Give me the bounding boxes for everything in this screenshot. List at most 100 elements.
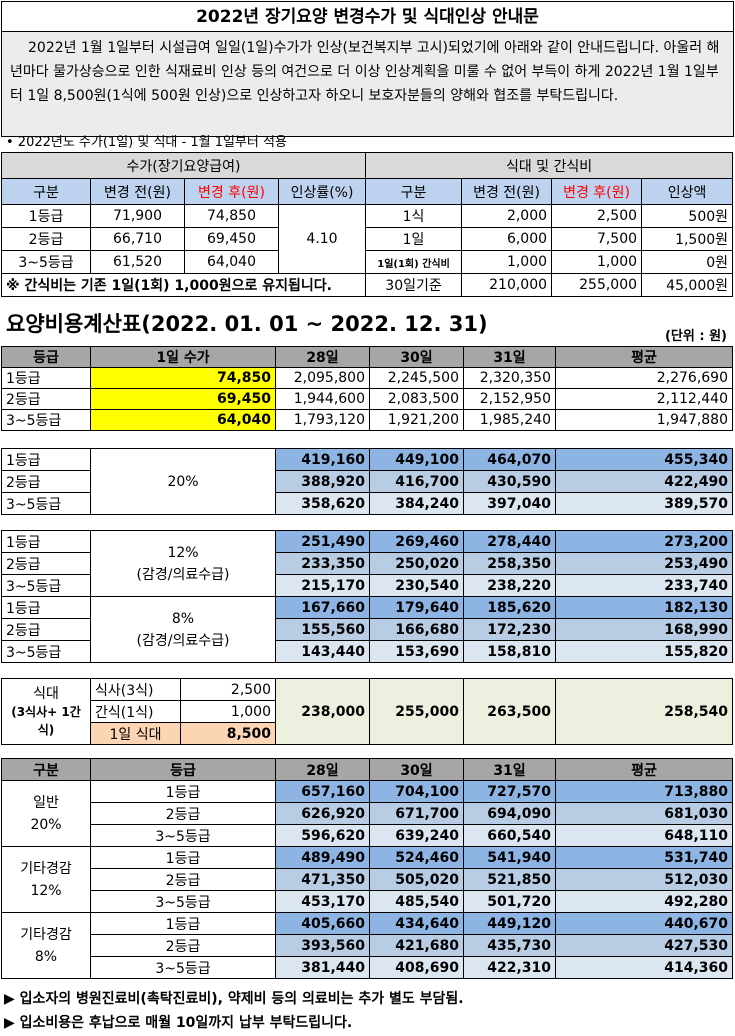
fee-cell: 210,000 bbox=[461, 273, 553, 297]
value-cell: 434,640 bbox=[369, 912, 464, 935]
fee-cell: 255,000 bbox=[551, 273, 643, 297]
value-cell: 422,490 bbox=[555, 470, 733, 493]
grade-cell: 3~5등급 bbox=[1, 574, 91, 597]
grade-cell: 3~5등급 bbox=[90, 890, 276, 913]
value-cell: 471,350 bbox=[275, 868, 370, 891]
value-cell: 2,276,690 bbox=[555, 367, 733, 389]
copay-12-8-table: 1등급 12% (감경/의료수급) 251,490 269,460 278,440… bbox=[1, 530, 733, 663]
fee-cell: 1일(1회) 간식비 bbox=[365, 250, 463, 274]
value-cell: 492,280 bbox=[555, 890, 733, 913]
rate-label-line: (감경/의료수급) bbox=[136, 632, 230, 649]
value-cell: 430,590 bbox=[463, 470, 556, 493]
fee-cell: 2,000 bbox=[461, 204, 553, 228]
value-cell: 2,083,500 bbox=[369, 388, 464, 410]
grade-cell: 3~5등급 bbox=[1, 492, 91, 515]
grade-cell: 2등급 bbox=[90, 868, 276, 891]
grade-cell: 2등급 bbox=[90, 802, 276, 825]
value-cell: 505,020 bbox=[369, 868, 464, 891]
value-cell: 2,095,800 bbox=[275, 367, 370, 389]
value-cell: 269,460 bbox=[369, 530, 464, 553]
value-cell: 449,120 bbox=[463, 912, 556, 935]
fee-cell: 66,710 bbox=[90, 227, 185, 251]
value-cell: 541,940 bbox=[463, 846, 556, 869]
fee-cell: 7,500 bbox=[551, 227, 643, 251]
value-cell: 660,540 bbox=[463, 824, 556, 847]
grade-cell: 1등급 bbox=[90, 780, 276, 803]
value-cell: 435,730 bbox=[463, 934, 556, 957]
rate-label: 12% (감경/의료수급) bbox=[90, 530, 276, 597]
value-cell: 485,540 bbox=[369, 890, 464, 913]
value-cell: 1,944,600 bbox=[275, 388, 370, 410]
value-cell: 233,740 bbox=[555, 574, 733, 597]
fee-cell: 69,450 bbox=[184, 227, 279, 251]
fee-cell: 2,500 bbox=[551, 204, 643, 228]
value-cell: 455,340 bbox=[555, 448, 733, 471]
meal-label-line: 식) bbox=[37, 722, 55, 737]
grade-cell: 2등급 bbox=[1, 552, 91, 575]
fee-header: 변경 후(원) bbox=[551, 178, 643, 205]
totals-header: 등급 bbox=[90, 758, 276, 781]
fee-rate: 4.10 bbox=[277, 204, 367, 274]
rate-label-line: (감경/의료수급) bbox=[136, 566, 230, 583]
calc-header: 1일 수가 bbox=[90, 346, 276, 368]
value-cell: 1,985,240 bbox=[463, 409, 556, 431]
value-cell: 250,020 bbox=[369, 552, 464, 575]
grade-cell: 2등급 bbox=[1, 470, 91, 493]
fee-cell: 6,000 bbox=[461, 227, 553, 251]
value-cell: 1,947,880 bbox=[555, 409, 733, 431]
value-cell: 358,620 bbox=[275, 492, 370, 515]
calc-header: 30일 bbox=[369, 346, 464, 368]
snack-note: ※ 간식비는 기존 1일(1회) 1,000원으로 유지됩니다. bbox=[0, 273, 367, 297]
grade-cell: 1등급 bbox=[1, 367, 91, 389]
value-cell: 168,990 bbox=[555, 618, 733, 641]
value-cell: 253,490 bbox=[555, 552, 733, 575]
value-cell: 727,570 bbox=[463, 780, 556, 803]
fee-header: 변경 전(원) bbox=[461, 178, 553, 205]
value-cell: 258,350 bbox=[463, 552, 556, 575]
fee-table: 수가(장기요양급여) 식대 및 간식비 구분 변경 전(원) 변경 후(원) 인… bbox=[0, 152, 734, 297]
fee-cell: 1,500원 bbox=[641, 227, 734, 251]
grade-cell: 3~5등급 bbox=[1, 640, 91, 663]
value-cell: 419,160 bbox=[275, 448, 370, 471]
copay-20-table: 1등급 20% 419,160 449,100 464,070 455,340 … bbox=[1, 448, 733, 515]
grade-cell: 3~5등급 bbox=[1, 409, 91, 431]
value-cell: 255,000 bbox=[369, 678, 464, 745]
value-cell: 389,570 bbox=[555, 492, 733, 515]
daily-fee-cell: 74,850 bbox=[90, 367, 276, 389]
value-cell: 422,310 bbox=[463, 956, 556, 979]
value-cell: 388,920 bbox=[275, 470, 370, 493]
value-cell: 273,200 bbox=[555, 530, 733, 553]
value-cell: 639,240 bbox=[369, 824, 464, 847]
group-label-line: 20% bbox=[30, 816, 62, 833]
value-cell: 153,690 bbox=[369, 640, 464, 663]
meal-price: 2,500 bbox=[180, 678, 276, 701]
footer-note-payment: ▶ 입소비용은 후납으로 매월 10일까지 납부 부탁드립니다. bbox=[4, 1015, 353, 1031]
fee-header: 인상률(%) bbox=[277, 178, 367, 205]
value-cell: 155,560 bbox=[275, 618, 370, 641]
value-cell: 489,490 bbox=[275, 846, 370, 869]
value-cell: 531,740 bbox=[555, 846, 733, 869]
value-cell: 393,560 bbox=[275, 934, 370, 957]
value-cell: 464,070 bbox=[463, 448, 556, 471]
calc-header: 평균 bbox=[555, 346, 733, 368]
fee-cell: 45,000원 bbox=[641, 273, 734, 297]
fee-cell: 1식 bbox=[365, 204, 463, 228]
value-cell: 453,170 bbox=[275, 890, 370, 913]
value-cell: 263,500 bbox=[463, 678, 556, 745]
daily-fee-cell: 69,450 bbox=[90, 388, 276, 410]
fee-right-group: 식대 및 간식비 bbox=[365, 152, 734, 179]
calc-header: 등급 bbox=[1, 346, 91, 368]
value-cell: 671,700 bbox=[369, 802, 464, 825]
group-label-line: 기타경감 bbox=[20, 860, 72, 877]
grade-cell: 1등급 bbox=[90, 846, 276, 869]
value-cell: 596,620 bbox=[275, 824, 370, 847]
value-cell: 440,670 bbox=[555, 912, 733, 935]
grade-cell: 3~5등급 bbox=[90, 824, 276, 847]
meal-label: 식대 (3식사+ 1간 식) bbox=[1, 678, 91, 745]
grade-cell: 2등급 bbox=[90, 934, 276, 957]
value-cell: 524,460 bbox=[369, 846, 464, 869]
calc-title: 요양비용계산표(2022. 01. 01 ~ 2022. 12. 31) bbox=[6, 312, 488, 336]
value-cell: 172,230 bbox=[463, 618, 556, 641]
meal-label-line: (3식사+ 1간 bbox=[11, 704, 81, 719]
grade-cell: 1등급 bbox=[1, 530, 91, 553]
